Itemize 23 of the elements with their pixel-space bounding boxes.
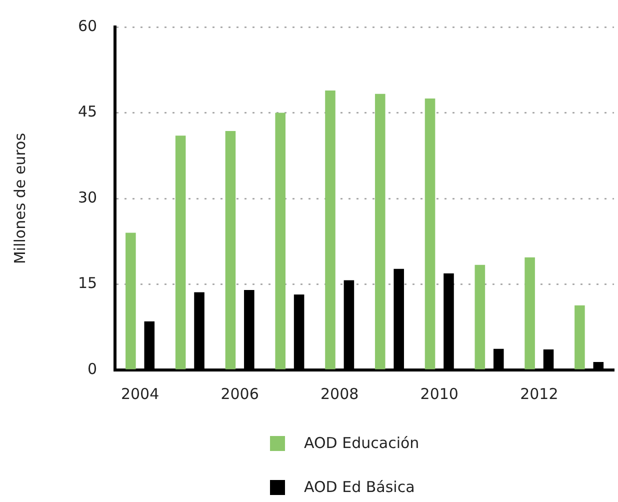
y-axis-title: Millones de euros [10, 132, 29, 264]
bar [474, 264, 486, 370]
bar [374, 94, 386, 370]
bar [175, 136, 186, 370]
bar [275, 112, 286, 370]
x-tick-label: 2008 [320, 384, 359, 403]
x-tick-label: 2010 [420, 384, 458, 403]
bar [225, 131, 236, 370]
y-tick-label: 30 [78, 188, 98, 206]
bar [325, 90, 336, 370]
legend-label: AOD Educación [304, 434, 420, 452]
bar [424, 98, 436, 370]
x-tick-label: 2004 [120, 384, 160, 403]
y-tick-label: 0 [88, 360, 98, 378]
x-tick-label: 2006 [220, 384, 259, 403]
legend-label: AOD Ed Básica [304, 478, 415, 496]
bar [574, 305, 585, 370]
y-tick-label: 60 [78, 16, 98, 35]
bar [524, 257, 535, 370]
x-tick-label: 2012 [520, 384, 558, 403]
y-tick-label: 15 [78, 274, 98, 292]
y-tick-label: 45 [78, 102, 98, 121]
bar [126, 232, 136, 370]
